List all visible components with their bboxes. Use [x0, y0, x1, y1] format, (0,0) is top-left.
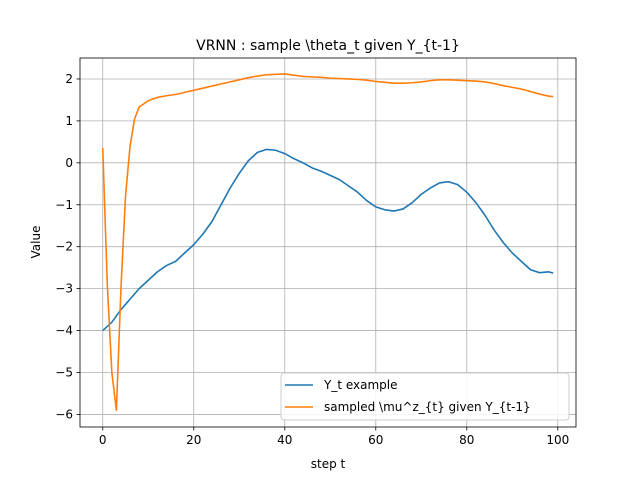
y-tick-label: 1	[65, 114, 73, 128]
chart-title: VRNN : sample \theta_t given Y_{t-1}	[196, 38, 460, 54]
y-tick-label: −6	[55, 407, 73, 421]
y-tick-label: −1	[55, 198, 73, 212]
y-tick-label: −5	[55, 365, 73, 379]
axis-ticks: 0 20 40 60 80 100 −6 −5 −4 −3 −2 −1 0 1 2	[55, 72, 569, 447]
y-tick-label: 0	[65, 156, 73, 170]
series-lines	[101, 73, 554, 412]
legend-box	[280, 372, 570, 421]
grid-lines	[80, 58, 576, 427]
legend: Y_t example sampled \mu^z_{t} given Y_{t…	[280, 372, 570, 421]
series-line-1	[101, 73, 554, 412]
x-axis-label: step t	[311, 457, 346, 471]
series-line-0	[102, 148, 554, 332]
x-tick-label: 80	[459, 433, 474, 447]
x-tick-label: 100	[546, 433, 569, 447]
plot-frame	[79, 57, 577, 428]
y-tick-label: −3	[55, 282, 73, 296]
legend-label-sampled-mu: sampled \mu^z_{t} given Y_{t-1}	[324, 400, 531, 414]
y-tick-label: −2	[55, 240, 73, 254]
y-tick-label: 2	[65, 72, 73, 86]
x-tick-label: 20	[186, 433, 201, 447]
x-tick-label: 40	[277, 433, 292, 447]
x-tick-label: 60	[368, 433, 383, 447]
x-tick-label: 0	[99, 433, 107, 447]
y-axis-label: Value	[29, 226, 43, 259]
y-tick-label: −4	[55, 324, 73, 338]
legend-label-y-t: Y_t example	[323, 378, 398, 392]
